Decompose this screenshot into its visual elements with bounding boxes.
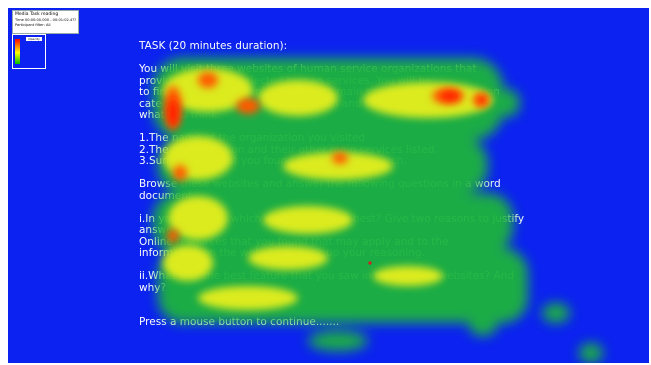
opacity-control[interactable]: Opacity: [26, 37, 42, 41]
recording-time-range: Time 00:00:00.000 - 00:01:02.4??: [15, 18, 77, 22]
instruction-line: to find the organization's mission, its …: [139, 86, 500, 98]
recording-info-panel: Media Task reading Time 00:00:00.000 - 0…: [12, 10, 79, 34]
instruction-line: why?: [139, 281, 167, 294]
stimulus-display[interactable]: TASK (20 minutes duration): You will vis…: [8, 8, 649, 363]
task-instructions: TASK (20 minutes duration): You will vis…: [139, 40, 525, 329]
instruction-line: TASK (20 minutes duration):: [139, 40, 288, 52]
blank-line: [139, 294, 519, 306]
heatmap-scale-legend: Opacity: [12, 34, 46, 69]
instruction-line: Browse these websites and answer the fol…: [139, 178, 501, 190]
instruction-line: 3.Summarize what you found through your …: [139, 155, 407, 167]
instruction-line: i.In your opinion, which website was the…: [139, 212, 525, 225]
instruction-line: information on the website to back up yo…: [139, 247, 425, 259]
instruction-line: You will visit three websites of human s…: [139, 63, 477, 75]
instruction-line: document:: [139, 189, 196, 202]
instruction-line: Press a mouse button to continue.......: [139, 316, 340, 328]
blank-line: [139, 202, 519, 214]
recording-participant-filter: Participant filter: All: [15, 23, 51, 27]
instruction-line: ii.What was the best feature that you sa…: [139, 270, 515, 282]
heat-color-scale: [15, 39, 20, 64]
instruction-line: 1.The name of the organization you visit…: [139, 132, 366, 144]
instruction-line: what you think.: [139, 109, 221, 121]
recording-title: Media Task reading: [15, 12, 59, 17]
instruction-line: answer.: [139, 224, 180, 236]
